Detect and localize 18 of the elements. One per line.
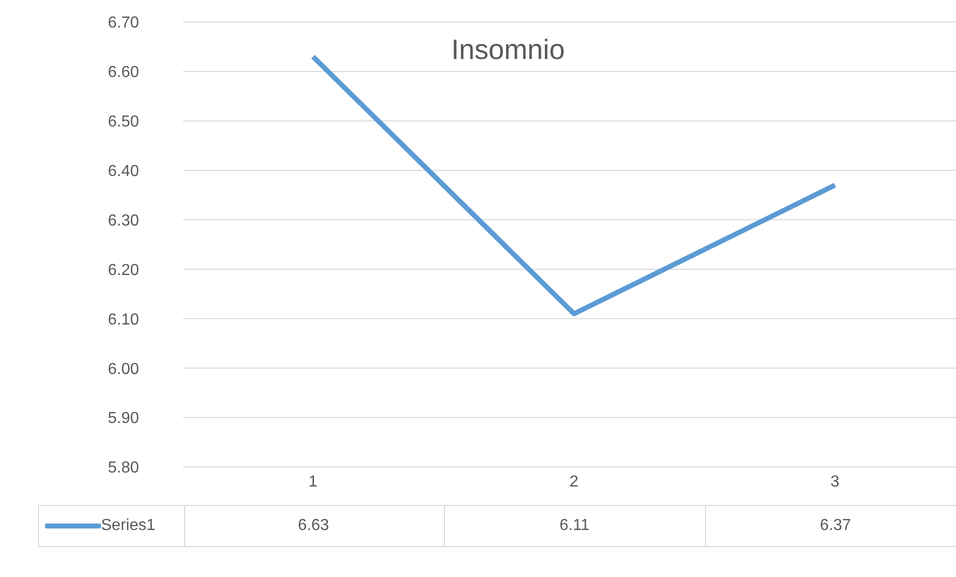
y-tick-label: 6.00 [108, 360, 140, 378]
data-label: 6.37 [706, 506, 956, 546]
y-tick-label: 6.50 [108, 114, 140, 131]
x-tick-label: 2 [570, 473, 579, 490]
y-tick-label: 6.30 [108, 212, 140, 230]
chart-title: Insomnio [450, 34, 566, 66]
y-tick-label: 6.60 [108, 64, 140, 82]
data-label: 6.11 [444, 506, 706, 546]
y-tick-label: 6.10 [108, 311, 140, 328]
y-tick-label: 6.70 [108, 14, 140, 32]
y-tick-label: 5.80 [108, 460, 140, 477]
x-tick-label: 3 [830, 473, 840, 490]
y-tick-label: 6.40 [108, 163, 140, 180]
y-tick-label: 6.20 [108, 262, 140, 279]
legend-label: Series1 [101, 517, 156, 535]
y-tick-label: 5.90 [108, 410, 140, 428]
x-tick-label: 1 [308, 473, 318, 490]
data-label: 6.63 [184, 506, 444, 546]
